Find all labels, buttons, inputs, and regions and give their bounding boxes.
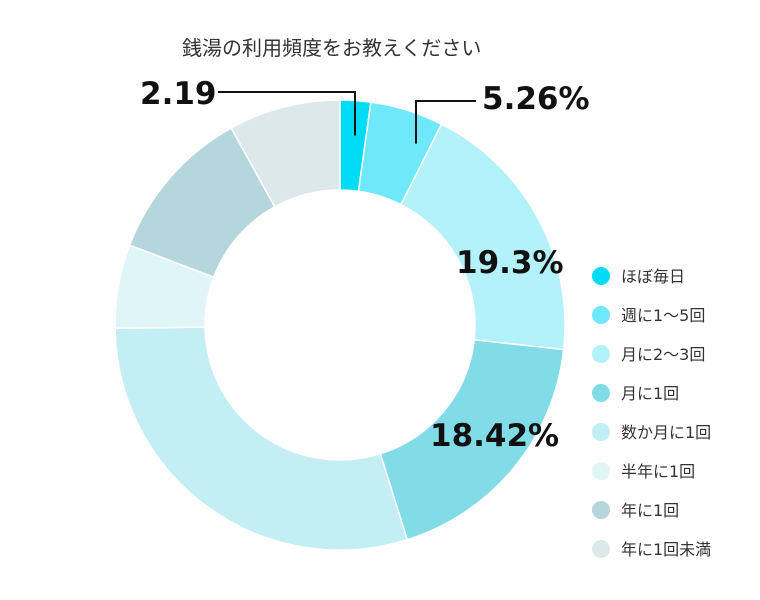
slice-5 [114,326,409,551]
legend-label-2: 週に1～5回 [621,306,705,325]
legend-label-5: 数か月に1回 [621,423,711,442]
legend-swatch-7 [592,501,610,519]
data-label-4: 18.42% [430,418,559,454]
data-label-3: 19.3% [456,245,564,281]
callout-line-2 [415,100,476,144]
legend-label-1: ほぼ毎日 [621,267,685,286]
data-label-2: 5.26% [482,81,590,117]
slice-3 [399,123,566,351]
legend-swatch-4 [592,384,610,402]
legend-swatch-1 [592,267,610,285]
legend-swatch-8 [592,540,610,558]
legend: ほぼ毎日週に1～5回月に2～3回月に1回数か月に1回半年に1回年に1回年に1回未… [592,267,711,559]
legend-label-4: 月に1回 [621,384,679,403]
legend-swatch-2 [592,306,610,324]
legend-label-3: 月に2～3回 [621,345,705,364]
legend-swatch-6 [592,462,610,480]
data-labels: 2.19 5.26% 19.3% 18.42% [140,76,590,454]
legend-label-8: 年に1回未満 [621,540,711,559]
legend-swatch-3 [592,345,610,363]
callout-line-1 [218,91,356,136]
callout-lines [218,91,476,144]
chart-title: 銭湯の利用頻度をお教えください [182,36,481,60]
legend-swatch-5 [592,423,610,441]
donut-slices [114,99,566,551]
data-label-1: 2.19 [140,76,217,112]
slice-8 [230,99,341,208]
legend-label-6: 半年に1回 [621,462,695,481]
legend-label-7: 年に1回 [621,501,679,520]
